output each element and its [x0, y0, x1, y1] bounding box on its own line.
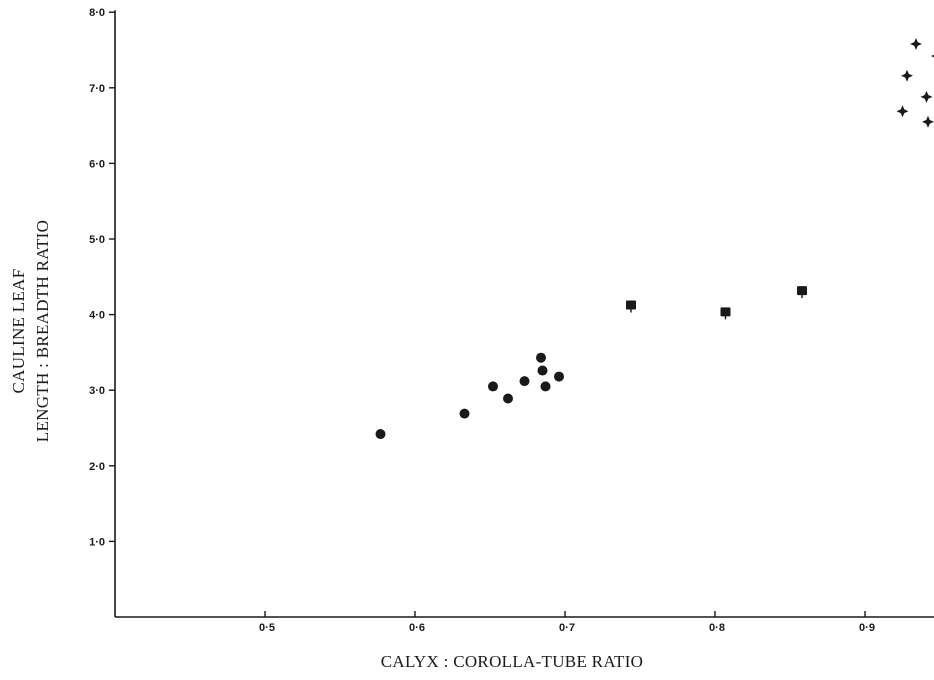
- data-point-square: [721, 307, 731, 316]
- data-point-circle: [554, 372, 564, 382]
- x-tick-label: 0·6: [409, 622, 425, 634]
- y-tick-label: 1·0: [89, 536, 105, 548]
- data-point-star: [897, 105, 909, 117]
- y-tick-label: 5·0: [89, 234, 105, 246]
- data-point-circle: [541, 381, 551, 391]
- y-axis-title-line-2: LENGTH : BREADTH RATIO: [33, 220, 52, 442]
- data-point-circle: [536, 353, 546, 363]
- y-axis-ticks: 1·0 2·0 3·0 4·0 5·0 6·0 7·0 8·0: [89, 7, 115, 548]
- axes: [115, 10, 934, 617]
- data-point-circle: [520, 376, 530, 386]
- x-tick-label: 0·7: [559, 622, 575, 634]
- y-tick-label: 4·0: [89, 310, 105, 322]
- x-axis-title: CALYX : COROLLA-TUBE RATIO: [381, 652, 644, 671]
- y-tick-label: 6·0: [89, 158, 105, 170]
- data-point-circle: [488, 381, 498, 391]
- data-point-star: [922, 116, 934, 128]
- data-point-circle: [538, 366, 548, 376]
- data-point-circle: [460, 409, 470, 419]
- data-point-star: [910, 38, 922, 50]
- y-tick-label: 8·0: [89, 7, 105, 19]
- data-point-circle: [376, 429, 386, 439]
- y-axis-title-line-1: CAULINE LEAF: [9, 269, 28, 394]
- data-point-square: [626, 301, 636, 310]
- data-point-star: [921, 91, 933, 103]
- data-points: [376, 38, 934, 439]
- y-axis-title: CAULINE LEAF LENGTH : BREADTH RATIO: [9, 220, 52, 442]
- y-tick-label: 2·0: [89, 461, 105, 473]
- x-tick-label: 0·5: [259, 622, 275, 634]
- y-tick-label: 3·0: [89, 385, 105, 397]
- y-tick-label: 7·0: [89, 83, 105, 95]
- data-point-star: [901, 70, 913, 82]
- x-axis-ticks: 0·5 0·6 0·7 0·8 0·9: [259, 611, 875, 634]
- x-tick-label: 0·9: [859, 622, 875, 634]
- data-point-square: [797, 286, 807, 295]
- data-point-circle: [503, 394, 513, 404]
- x-tick-label: 0·8: [709, 622, 725, 634]
